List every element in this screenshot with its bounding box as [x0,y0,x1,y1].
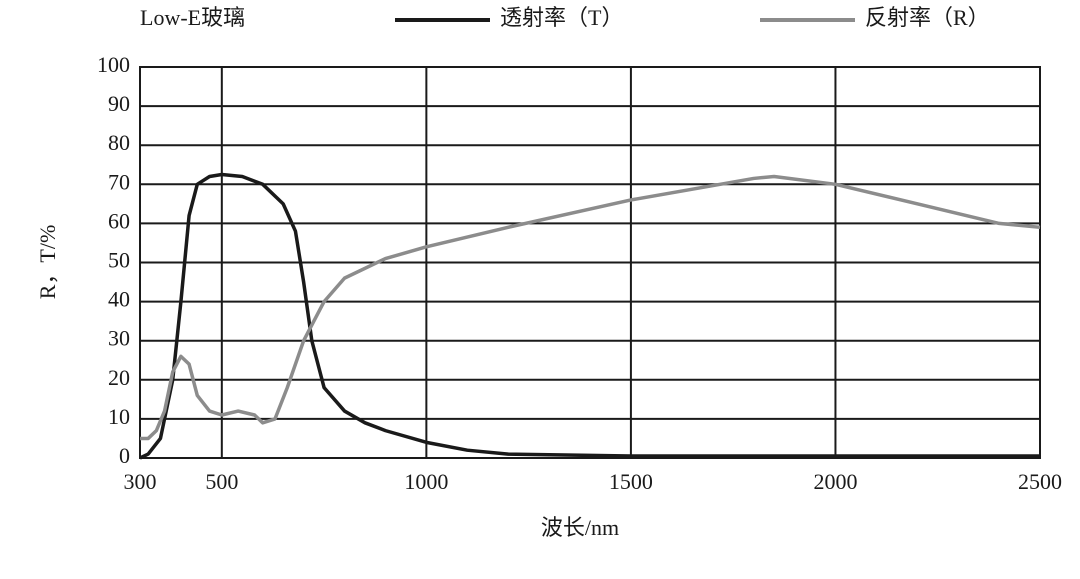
line [139,172,1040,460]
x-tick-label: 1500 [609,469,653,494]
y-tick-label: 90 [108,91,130,116]
y-tick-label: 70 [108,169,130,194]
y-tick-label: 100 [97,52,130,77]
y-tick-label: 0 [119,443,130,468]
y-tick-label: 40 [108,287,130,312]
x-axis-label: 波长/nm [541,515,619,540]
y-tick-label: 50 [108,248,130,273]
y-tick-label: 30 [108,326,130,351]
y-tick-label: 20 [108,365,130,390]
line [140,174,1041,441]
chart-title: Low-E玻璃 [140,5,245,30]
y-tick-label: 80 [108,130,130,155]
y-tick-label: 10 [108,404,130,429]
x-tick-label: 1000 [404,469,448,494]
x-tick-label: 2500 [1018,469,1062,494]
y-tick-label: 60 [108,208,130,233]
y-axis-label: R，T/% [35,225,60,300]
legend-label: 反射率（R） [865,5,990,30]
x-tick-label: 500 [205,469,238,494]
x-tick-label: 300 [124,469,157,494]
x-tick-label: 2000 [813,469,857,494]
legend-label: 透射率（T） [500,5,623,30]
